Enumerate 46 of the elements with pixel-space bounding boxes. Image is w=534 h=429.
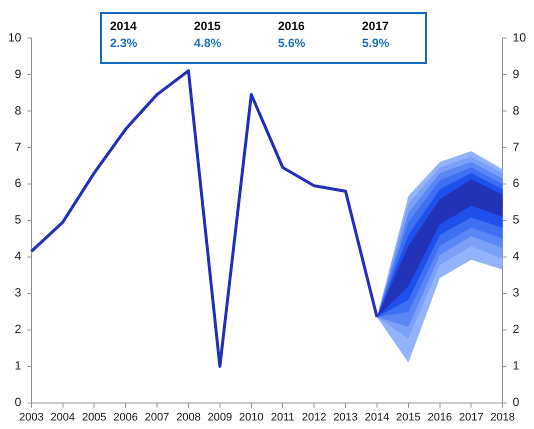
x-tick-label: 2013	[333, 411, 358, 424]
text: 2016	[278, 19, 305, 33]
y-tick-label: 6	[14, 176, 22, 190]
x-tick-label: 2007	[144, 411, 170, 424]
x-tick-label: 2003	[19, 411, 44, 424]
y2-tick-label: 2	[512, 322, 520, 336]
text: 2017	[362, 19, 389, 33]
y2-tick-label: 8	[512, 103, 520, 118]
x-tick-label: 2012	[302, 411, 326, 424]
x-tick-label: 2014	[364, 411, 390, 424]
y2-tick-label: 5	[512, 212, 520, 227]
y-tick-label: 8	[14, 103, 22, 118]
y-tick-label: 3	[14, 286, 22, 300]
y2-tick-label: 3	[512, 286, 520, 300]
text: 2014	[110, 19, 137, 33]
y2-tick-label: 0	[512, 395, 520, 410]
annotation: 4.8%	[194, 36, 222, 50]
y2-tick-label: 6	[512, 176, 520, 190]
y-tick-label: 1	[14, 358, 22, 373]
x-tick-label: 2017	[458, 411, 484, 424]
y-tick-label: 9	[14, 66, 22, 81]
text: 2015	[194, 19, 221, 33]
y-tick-label: 7	[14, 140, 22, 154]
y-tick-label: 4	[14, 249, 22, 264]
y-tick-label: 2	[14, 322, 22, 336]
x-tick-label: 2010	[239, 411, 264, 424]
annotation: 2.3%	[110, 36, 138, 50]
y2-tick-label: 10	[512, 30, 526, 44]
x-tick-label: 2005	[82, 411, 106, 424]
x-tick-label: 2004	[50, 411, 76, 424]
x-tick-label: 2006	[113, 411, 138, 424]
annotation: 5.9%	[362, 36, 390, 50]
x-tick-label: 2011	[270, 411, 295, 424]
y-tick-label: 10	[8, 30, 22, 44]
x-tick-label: 2018	[490, 411, 515, 424]
y2-tick-label: 7	[512, 140, 520, 154]
x-tick-label: 2008	[176, 411, 201, 424]
x-tick-label: 2016	[428, 411, 452, 424]
y-tick-label: 5	[14, 212, 22, 227]
y-tick-label: 0	[14, 395, 22, 410]
x-tick-label: 2015	[396, 411, 421, 424]
y2-tick-label: 1	[512, 358, 520, 373]
x-tick-label: 2009	[208, 411, 232, 424]
y2-tick-label: 9	[512, 66, 520, 81]
y2-tick-label: 4	[512, 249, 520, 264]
annotation: 5.6%	[278, 36, 306, 50]
